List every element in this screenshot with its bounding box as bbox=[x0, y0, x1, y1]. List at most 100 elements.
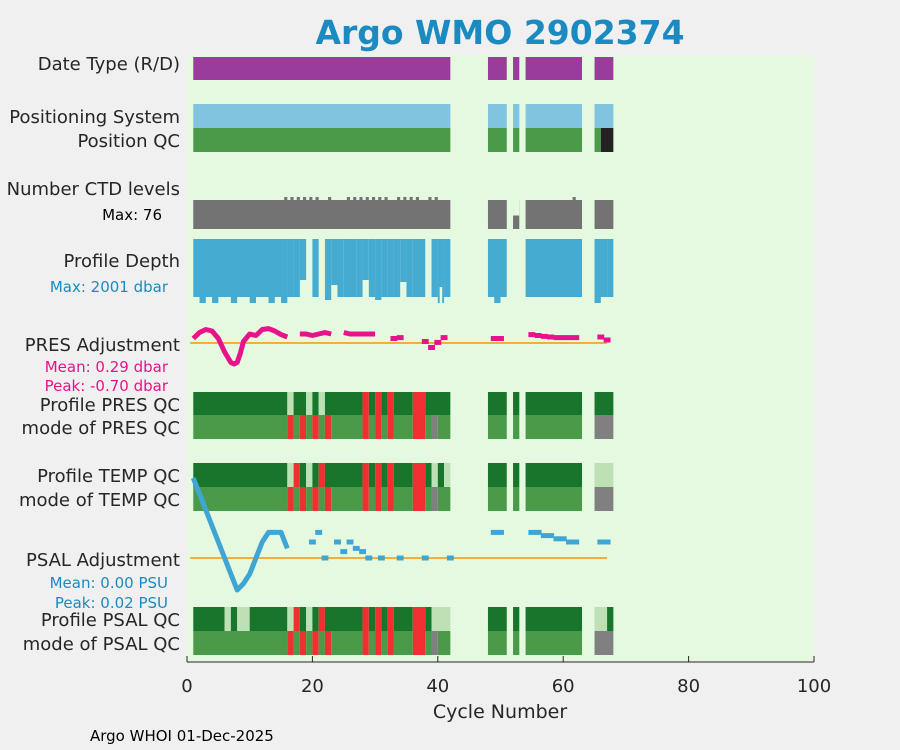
profile-psal-qc-bar bbox=[287, 607, 294, 631]
mode-psal-qc-bar bbox=[293, 631, 300, 655]
profile-temp-qc-bar bbox=[306, 463, 313, 487]
mode-psal-qc-bar bbox=[487, 631, 507, 655]
mode-psal-qc-bar bbox=[381, 631, 388, 655]
mode-temp-qc-bar bbox=[393, 487, 413, 511]
profile-psal-qc-bar bbox=[237, 607, 250, 631]
x-tick-label: 40 bbox=[426, 676, 449, 697]
date-type-bar bbox=[525, 57, 583, 80]
mode-pres-qc-bar bbox=[431, 415, 438, 439]
mode-pres-qc-bar bbox=[513, 415, 520, 439]
mode-psal-qc-bar bbox=[362, 631, 369, 655]
profile-pres-qc-bar bbox=[375, 392, 382, 415]
mode-psal-qc-bar bbox=[425, 631, 432, 655]
mode-pres-qc-bar bbox=[293, 415, 300, 439]
row-labels: Date Type (R/D) Positioning System Positio… bbox=[7, 54, 180, 655]
profile-depth-bar bbox=[356, 239, 363, 297]
profile-pres-qc-bar bbox=[487, 392, 507, 415]
profile-psal-qc-bar bbox=[513, 607, 520, 631]
profile-depth-bar bbox=[331, 239, 338, 285]
footer-text: Argo WHOI 01-Dec-2025 bbox=[90, 727, 274, 745]
row-label-positioning: Positioning System bbox=[9, 107, 180, 128]
x-tick-label: 0 bbox=[181, 676, 192, 697]
profile-depth-bar bbox=[299, 239, 307, 280]
ctd-levels-bar bbox=[594, 200, 614, 229]
profile-psal-qc-bar bbox=[299, 607, 307, 631]
row-label-psal-adj: PSAL Adjustment bbox=[26, 550, 180, 571]
row-label-pres-adj: PRES Adjustment bbox=[25, 335, 180, 356]
profile-temp-qc-bar bbox=[525, 463, 583, 487]
positioning-bar bbox=[513, 104, 520, 128]
profile-temp-qc-bar bbox=[318, 463, 325, 487]
profile-psal-qc-bar bbox=[381, 607, 388, 631]
position-qc-bar bbox=[525, 128, 583, 152]
mode-psal-qc-bar bbox=[299, 631, 307, 655]
mode-psal-qc-bar bbox=[387, 631, 394, 655]
mode-psal-qc-bar bbox=[412, 631, 426, 655]
mode-psal-qc-bar bbox=[594, 631, 614, 655]
profile-depth-bar bbox=[393, 239, 401, 297]
row-label-mode-pres-qc: mode of PRES QC bbox=[22, 418, 180, 439]
mode-psal-qc-bar bbox=[193, 631, 288, 655]
x-tick-label: 20 bbox=[301, 676, 324, 697]
profile-psal-qc-bar bbox=[193, 607, 225, 631]
date-type-bar bbox=[594, 57, 614, 80]
row-label-profile-temp-qc: Profile TEMP QC bbox=[37, 466, 180, 487]
profile-depth-bar bbox=[431, 239, 438, 297]
mode-temp-qc-bar bbox=[299, 487, 307, 511]
profile-temp-qc-bar bbox=[437, 463, 445, 487]
row-label-ctd-levels: Number CTD levels bbox=[7, 179, 180, 200]
mode-psal-qc-bar bbox=[306, 631, 313, 655]
ctd-levels-marker bbox=[409, 197, 413, 201]
mode-temp-qc-bar bbox=[293, 487, 300, 511]
profile-temp-qc-bar bbox=[293, 463, 300, 487]
mode-psal-qc-bar bbox=[318, 631, 325, 655]
position-qc-bar bbox=[600, 128, 614, 152]
profile-psal-qc-bar bbox=[318, 607, 325, 631]
profile-depth-bar bbox=[368, 239, 376, 297]
profile-temp-qc-bar bbox=[412, 463, 426, 487]
profile-psal-qc-bar bbox=[230, 607, 238, 631]
mode-temp-qc-bar bbox=[437, 487, 451, 511]
positioning-bar bbox=[594, 104, 614, 128]
ctd-levels-dip bbox=[513, 200, 520, 216]
mode-temp-qc-bar bbox=[362, 487, 369, 511]
profile-pres-qc-bar bbox=[387, 392, 394, 415]
profile-pres-qc-bar bbox=[318, 392, 325, 415]
profile-temp-qc-bar bbox=[381, 463, 388, 487]
mode-temp-qc-bar bbox=[425, 487, 432, 511]
profile-temp-qc-bar bbox=[312, 463, 319, 487]
profile-depth-bar bbox=[362, 239, 369, 280]
psal-peak-stat: Peak: 0.02 PSU bbox=[55, 594, 168, 612]
profile-psal-qc-bar bbox=[393, 607, 413, 631]
pres-mean-stat: Mean: 0.29 dbar bbox=[45, 358, 169, 376]
ctd-levels-marker bbox=[434, 197, 438, 201]
psal-mean-stat: Mean: 0.00 PSU bbox=[50, 574, 168, 592]
profile-depth-bar bbox=[230, 239, 238, 303]
profile-pres-qc-bar bbox=[193, 392, 288, 415]
profile-depth-bar bbox=[400, 239, 407, 282]
mode-pres-qc-bar bbox=[594, 415, 614, 439]
profile-depth-bar bbox=[268, 239, 275, 303]
ctd-levels-marker bbox=[415, 197, 419, 201]
mode-psal-qc-bar bbox=[331, 631, 363, 655]
profile-pres-qc-bar bbox=[393, 392, 413, 415]
ctd-levels-marker bbox=[378, 197, 382, 201]
profile-pres-qc-bar bbox=[513, 392, 520, 415]
profile-depth-bar bbox=[607, 239, 614, 297]
profile-psal-qc-bar bbox=[425, 607, 432, 631]
profile-depth-bar bbox=[293, 239, 300, 297]
mode-pres-qc-bar bbox=[525, 415, 583, 439]
mode-temp-qc-bar bbox=[412, 487, 426, 511]
mode-psal-qc-bar bbox=[513, 631, 520, 655]
profile-depth-bar bbox=[444, 239, 451, 297]
mode-psal-qc-bar bbox=[375, 631, 382, 655]
profile-pres-qc-bar bbox=[412, 392, 426, 415]
profile-psal-qc-bar bbox=[312, 607, 319, 631]
profile-pres-qc-bar bbox=[362, 392, 369, 415]
x-axis: 0 20 40 60 80 100 bbox=[181, 656, 831, 697]
ctd-levels-marker bbox=[365, 197, 369, 201]
profile-temp-qc-bar bbox=[513, 463, 520, 487]
profile-temp-qc-bar bbox=[324, 463, 363, 487]
pres-peak-stat: Peak: -0.70 dbar bbox=[45, 377, 169, 395]
